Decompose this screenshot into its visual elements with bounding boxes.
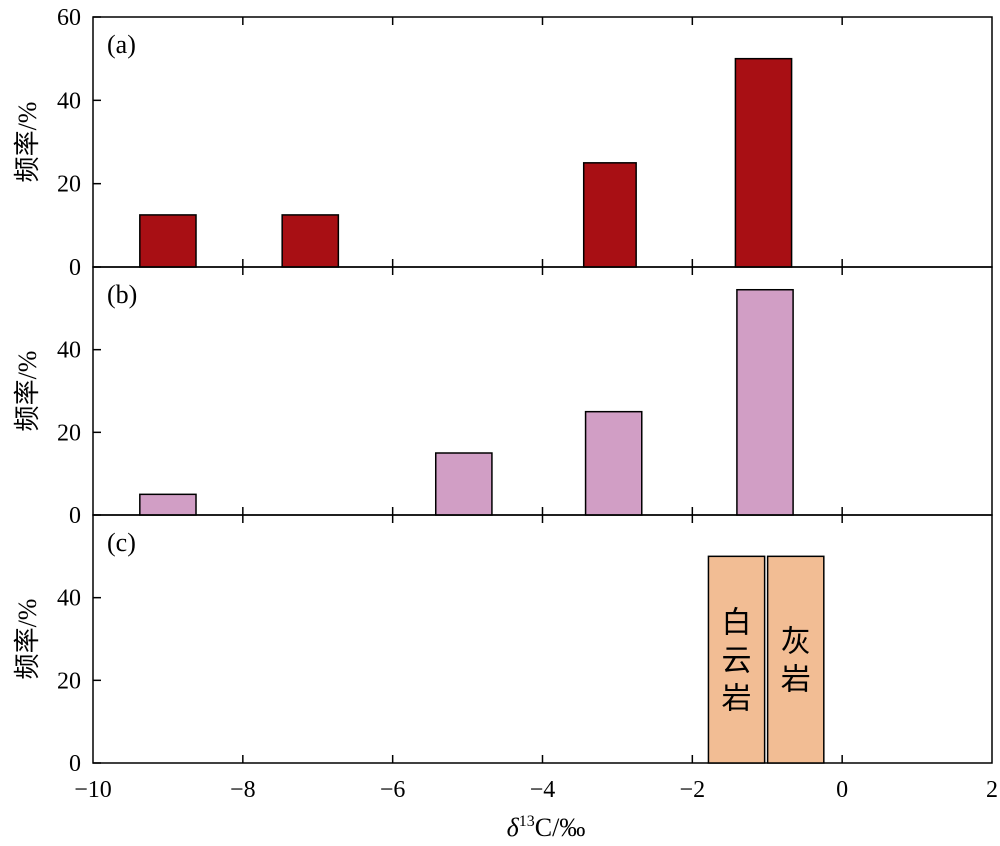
panel-frame [92,16,993,268]
bar-a-2 [582,162,637,268]
y-axis-label-a: 频率/% [13,102,42,183]
panel-frame [92,266,993,516]
y-tick-label-a: 20 [57,172,81,198]
x-tick-label: 2 [986,777,998,803]
y-tick-label-a: 40 [57,88,81,114]
y-axis-label-c: 频率/% [13,599,42,680]
panel-label-a: (a) [107,30,136,59]
bar-a-3 [734,57,793,268]
bar-label-c-1: 灰岩 [781,626,811,697]
y-tick-label-b: 0 [69,503,81,529]
x-axis-label-prefix: δ [507,813,520,842]
y-tick-label-a: 0 [69,255,81,281]
y-tick-label-c: 40 [57,586,81,612]
y-tick-label-b: 40 [57,338,81,364]
panel-b: 0 20 40 (b) 频率/% [13,266,993,529]
bar-a-0 [139,214,197,268]
y-tick-label-a: 60 [57,5,81,31]
y-tick-label-c: 20 [57,668,81,694]
bar-c-1 [766,555,825,764]
x-axis: −10 −8 −6 −4 −2 0 2 [74,777,998,803]
bar-a-1 [281,214,340,268]
x-tick-label: −8 [230,777,256,803]
x-tick-label: −10 [74,777,112,803]
panel-label-c: (c) [107,528,136,557]
bar-c-0 [707,555,766,764]
x-axis-label-sup: 13 [519,813,535,830]
bar-label-c-0: 白云岩 [722,607,752,716]
y-tick-label-c: 0 [69,751,81,777]
x-tick-label: −6 [380,777,406,803]
bar-b-0 [139,493,197,516]
x-axis-label-suffix: C/‰ [535,813,586,842]
x-tick-label: −4 [530,777,556,803]
panel-label-b: (b) [107,280,137,309]
bar-b-2 [584,410,643,516]
x-tick-label: 0 [836,777,848,803]
y-tick-label-b: 20 [57,420,81,446]
panel-frame [92,514,993,764]
bar-b-1 [434,452,493,516]
bar-b-3 [736,288,794,516]
x-tick-label: −2 [680,777,706,803]
panel-a: 0 20 40 60 (a) 频率/% [13,5,993,281]
x-axis-label: δ13C/‰ [507,813,586,842]
y-axis-label-b: 频率/% [13,351,42,432]
